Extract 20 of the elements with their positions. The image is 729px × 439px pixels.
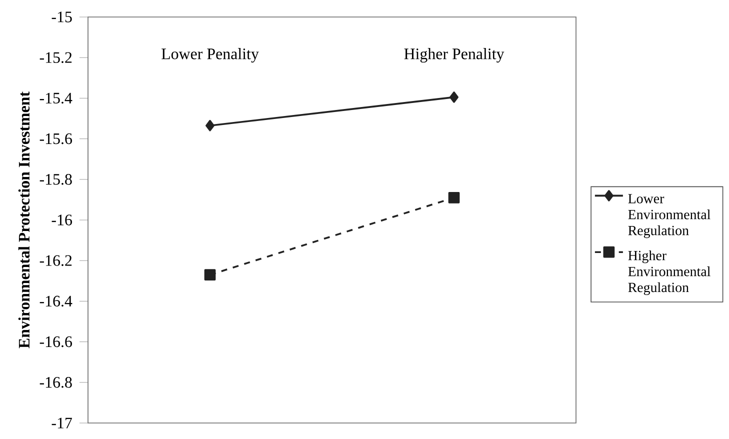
- y-tick-label: -16: [52, 214, 72, 226]
- legend-label: Higher Environmental Regulation: [628, 250, 710, 296]
- point: [206, 120, 214, 132]
- y-tick-label: -16.8: [40, 376, 72, 388]
- y-tick-label: -16.2: [40, 255, 72, 266]
- y-tick-label: -15: [52, 12, 72, 22]
- y-axis-title: Environmental Protection Investment: [18, 92, 30, 348]
- y-tick-label: -15.6: [40, 133, 72, 144]
- y-tick-label: -16.6: [40, 336, 72, 348]
- point: [450, 92, 458, 103]
- y-tick-label: -15.4: [40, 92, 72, 104]
- point: [204, 269, 216, 280]
- y-tick-label: -15.2: [40, 52, 72, 63]
- y-tick-label: -16.4: [40, 296, 72, 307]
- x-tick-label: Higher Penality: [404, 48, 504, 63]
- y-tick-label: -17: [52, 418, 72, 428]
- x-tick-label: Lower Penality: [162, 48, 259, 63]
- point: [448, 192, 460, 204]
- y-tick-label: -15.8: [40, 174, 72, 185]
- legend-label: Lower Environmental Regulation: [628, 194, 710, 238]
